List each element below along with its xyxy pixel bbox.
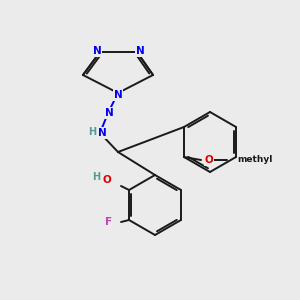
Text: N: N <box>136 46 144 56</box>
Text: N: N <box>114 90 122 100</box>
Text: N: N <box>93 46 101 56</box>
Text: F: F <box>106 217 112 227</box>
Text: N: N <box>105 108 113 118</box>
Text: O: O <box>205 155 213 165</box>
Text: H: H <box>88 127 96 137</box>
Text: O: O <box>103 175 111 185</box>
Text: H: H <box>92 172 100 182</box>
Text: methyl: methyl <box>237 154 272 164</box>
Text: N: N <box>98 128 106 138</box>
